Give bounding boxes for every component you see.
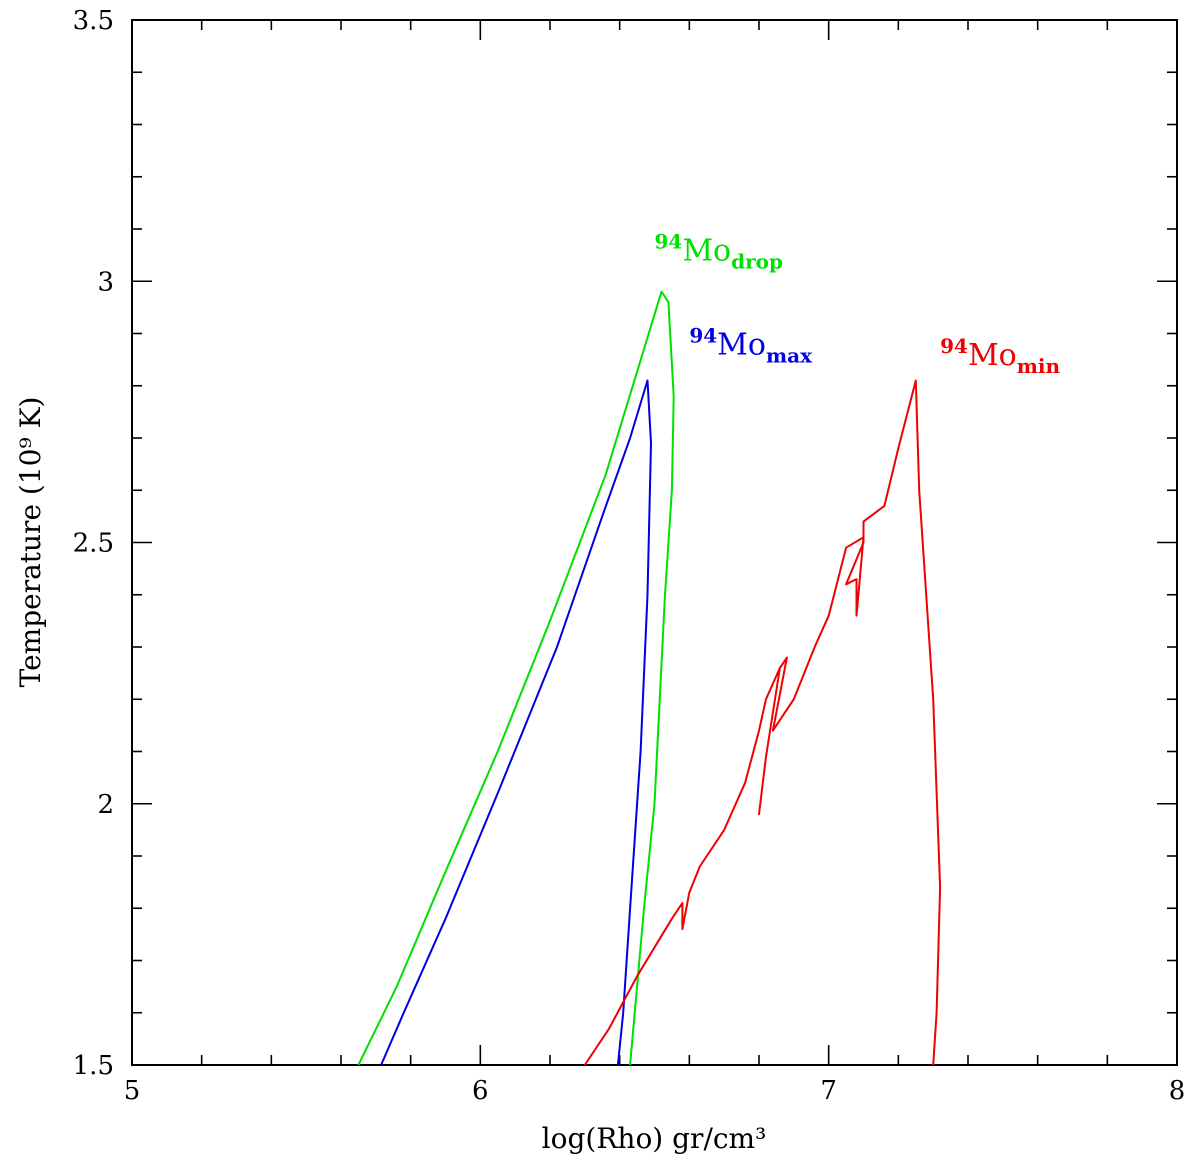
axis-tick-labels: 5 6 7 8 1.5 2 2.5 3 3.5 — [73, 6, 1186, 1106]
x-tick-label: 6 — [472, 1076, 489, 1106]
y-tick-label: 1.5 — [73, 1051, 114, 1081]
series-label-drop: 94Modrop — [655, 229, 783, 273]
y-tick-label: 2.5 — [73, 529, 114, 559]
series-line-drop — [357, 290, 675, 1066]
series-layer — [357, 290, 942, 1066]
x-tick-label: 7 — [820, 1076, 837, 1106]
y-tick-label: 3.5 — [73, 6, 114, 36]
y-tick-label: 3 — [97, 267, 114, 297]
series-label-min: 94Momin — [940, 334, 1060, 378]
series-line-max — [380, 379, 652, 1066]
x-tick-label: 5 — [124, 1076, 141, 1106]
axis-ticks — [131, 19, 1178, 1066]
y-tick-label: 2 — [97, 790, 114, 820]
series-annotations: 94Modrop 94Momax 94Momin — [655, 229, 1061, 378]
y-axis-label: Temperature (10⁹ K) — [14, 397, 47, 688]
series-label-max: 94Momax — [689, 323, 813, 367]
x-axis-label: log(Rho) gr/cm³ — [542, 1122, 767, 1155]
series-line-min — [583, 379, 942, 1066]
plot-frame — [131, 19, 1178, 1066]
x-tick-label: 8 — [1169, 1076, 1186, 1106]
